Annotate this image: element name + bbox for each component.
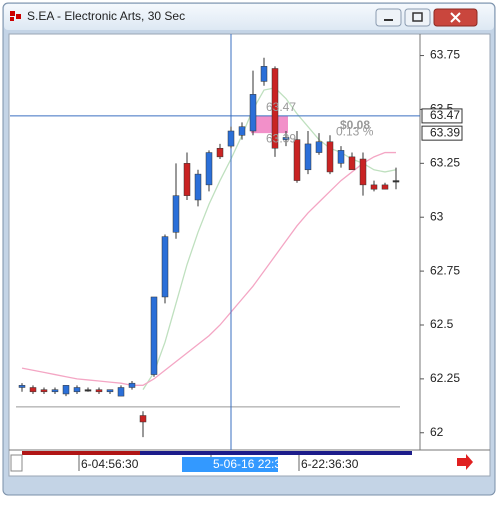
candle-body: [150, 296, 158, 375]
candle-body: [227, 130, 235, 147]
price-label: 63.47: [430, 108, 460, 122]
range-strip-blue: [140, 451, 412, 455]
window-title: S.EA - Electronic Arts, 30 Sec: [27, 9, 185, 23]
chart-area: [8, 33, 491, 477]
candle-body: [282, 137, 290, 140]
candle-body: [51, 389, 59, 393]
moving-average-line: [21, 151, 396, 386]
candle-body: [29, 387, 37, 393]
y-tick-label: 62: [430, 425, 444, 439]
y-tick-label: 62.5: [430, 317, 454, 331]
candle-body: [183, 163, 191, 196]
candle-body: [128, 382, 136, 388]
title-bar: [4, 4, 494, 30]
close-icon: [450, 12, 461, 23]
candle-body: [315, 141, 323, 153]
y-tick-label: 63.25: [430, 155, 460, 169]
time-highlight: [182, 457, 278, 472]
corner-box: [10, 454, 23, 472]
candle-body: [337, 150, 345, 164]
candle-body: [370, 184, 378, 190]
maximize-button[interactable]: [404, 8, 431, 27]
y-tick-label: 63: [430, 209, 444, 223]
candle-body: [304, 143, 312, 171]
candle-body: [40, 389, 48, 393]
box-low-label: 63.39: [266, 131, 296, 145]
candle-body: [62, 385, 70, 395]
maximize-icon: [412, 12, 423, 22]
candle-body: [95, 389, 103, 393]
range-strip-red: [22, 451, 140, 455]
box-high-label: 63.47: [266, 100, 296, 114]
price-label-box: [421, 108, 463, 124]
minimize-button[interactable]: [375, 8, 402, 27]
candle-body: [392, 180, 400, 183]
candle-body: [238, 126, 246, 136]
y-tick-label: 63.75: [430, 48, 460, 62]
candle-body: [161, 236, 169, 298]
minimize-icon: [384, 19, 393, 21]
box-change-label: $0.08: [340, 118, 370, 132]
candle-body: [18, 385, 26, 388]
y-tick-label: 62.75: [430, 263, 460, 277]
candle-body: [293, 139, 301, 181]
price-label-box: [421, 125, 463, 141]
x-tick-label: 6-04:56:30: [81, 457, 139, 471]
candle-body: [381, 184, 389, 190]
x-tick-label: 5-06-16 22:34:00: [213, 457, 305, 471]
candle-body: [73, 387, 81, 393]
candle-body: [216, 147, 224, 158]
range-box: [251, 115, 288, 134]
candle-body: [260, 66, 268, 82]
box-percent-label: 0.13 %: [336, 124, 374, 138]
plot: 6262.2562.562.756363.2563.563.7563.4763.…: [10, 34, 463, 472]
candle-body: [139, 415, 147, 423]
candle-body: [84, 389, 92, 392]
scroll-right-arrow[interactable]: [457, 454, 473, 470]
candle-body: [271, 68, 279, 149]
candle-body: [249, 94, 257, 132]
y-tick-label: 62.25: [430, 371, 460, 385]
candle-body: [194, 173, 202, 201]
x-tick-label: 6-22:36:30: [301, 457, 359, 471]
candle-body: [326, 141, 334, 173]
candle-body: [117, 387, 125, 397]
candle-body: [106, 389, 114, 393]
candle-body: [348, 156, 356, 171]
candle-body: [359, 158, 367, 186]
candle-body: [205, 152, 213, 186]
candle-body: [172, 195, 180, 233]
price-label: 63.39: [430, 125, 460, 139]
app-icon: [10, 11, 21, 21]
